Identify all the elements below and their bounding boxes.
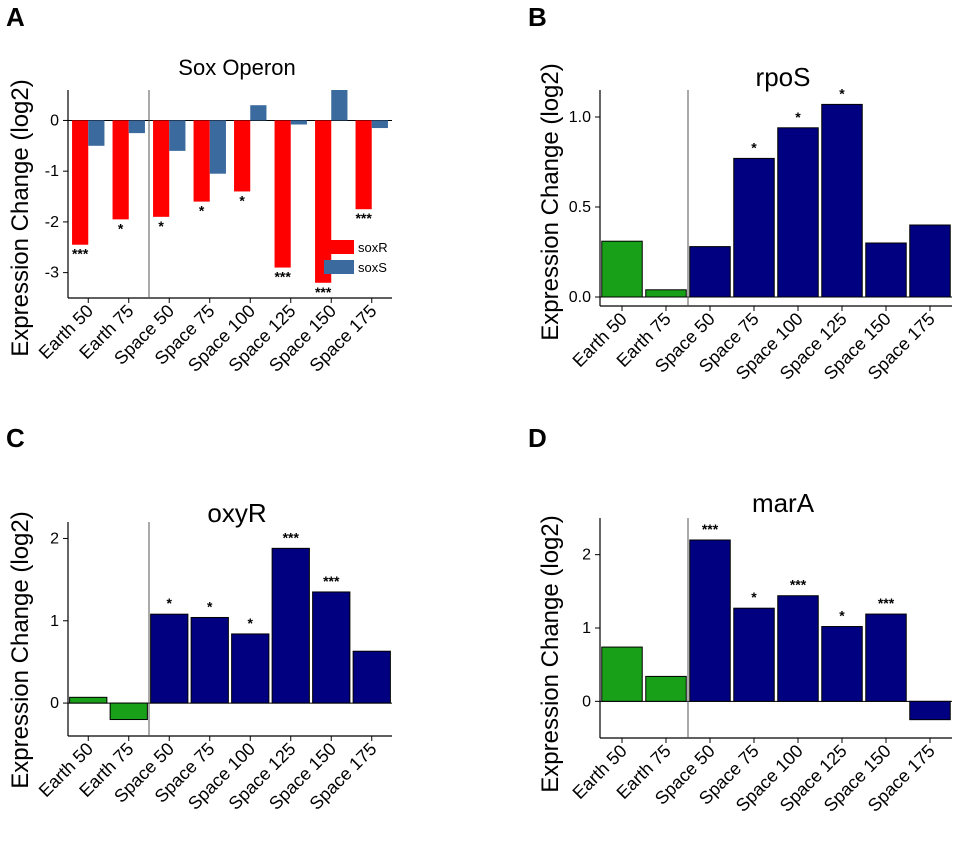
chart-d-significance-label: *** xyxy=(790,577,807,593)
chart-b-significance-label: * xyxy=(795,109,801,125)
chart-a-significance-label: *** xyxy=(355,210,372,226)
chart-d-y-tick-label: 2 xyxy=(582,547,591,564)
chart-d-y-tick-label: 1 xyxy=(582,620,591,637)
chart-d-y-tick-label: 0 xyxy=(582,693,591,710)
chart-a-significance-label: * xyxy=(118,220,124,236)
chart-a-legend-swatch xyxy=(324,260,354,274)
chart-b-significance-label: * xyxy=(839,85,845,101)
chart-a-legend-swatch xyxy=(324,240,354,254)
chart-b-bar xyxy=(821,103,863,298)
chart-b-bar xyxy=(645,289,687,298)
chart-a-y-tick-label: -2 xyxy=(45,214,59,231)
chart-c-significance-label: *** xyxy=(283,529,300,545)
chart-c-significance-label: * xyxy=(207,598,213,614)
chart-a-bar-soxS xyxy=(169,120,186,151)
panel-d: D marA Expression Change (log2) 012Earth… xyxy=(528,423,952,816)
chart-c-title: oxyR xyxy=(207,498,266,528)
chart-d-bar xyxy=(645,675,687,702)
chart-c-bar xyxy=(352,650,391,704)
chart-b-y-tick-label: 0.0 xyxy=(569,289,591,306)
chart-b-ylabel: Expression Change (log2) xyxy=(537,63,564,341)
chart-d-bar xyxy=(733,607,775,702)
chart-b-bar xyxy=(733,157,775,298)
chart-a-bar-soxS xyxy=(88,120,105,146)
chart-b-title: rpoS xyxy=(756,62,811,92)
chart-d-ylabel: Expression Change (log2) xyxy=(537,515,564,793)
chart-c-bar xyxy=(190,616,229,704)
chart-a-bar-soxR xyxy=(274,120,291,268)
chart-b-bar xyxy=(865,242,907,298)
chart-b-significance-label: * xyxy=(751,139,757,155)
panel-c: C oxyR Expression Change (log2) 012Earth… xyxy=(6,423,392,814)
chart-a-title: Sox Operon xyxy=(178,55,295,80)
chart-a-bar-soxS xyxy=(290,120,307,125)
panel-b: B rpoS Expression Change (log2) 0.0 0.5 1.… xyxy=(528,2,952,384)
chart-c-significance-label: *** xyxy=(323,573,340,589)
chart-d-title: marA xyxy=(752,488,815,518)
chart-c-significance-label: * xyxy=(167,595,173,611)
chart-a-significance-label: * xyxy=(239,192,245,208)
panel-a: A Sox Operon Expression Change (log2) -3… xyxy=(6,2,392,376)
chart-b-y-tick-label: 0.5 xyxy=(569,199,591,216)
chart-a-significance-label: * xyxy=(199,203,205,219)
chart-a-significance-label: *** xyxy=(72,246,89,262)
panel-letter-d: D xyxy=(528,423,547,453)
chart-a-bar-soxR xyxy=(355,120,372,210)
chart-a-bar-soxS xyxy=(331,90,348,121)
chart-a-significance-label: *** xyxy=(315,284,332,300)
chart-a-legend-label: soxR xyxy=(358,240,388,255)
chart-a-y-tick-label: -3 xyxy=(45,265,59,282)
chart-a-bar-soxR xyxy=(234,120,251,192)
chart-a-y-tick-label: -1 xyxy=(45,163,59,180)
chart-b-y-tick-label: 1.0 xyxy=(569,109,591,126)
chart-b-bar xyxy=(777,127,819,298)
chart-a-bar-soxR xyxy=(315,120,332,283)
chart-d-bar xyxy=(821,626,863,702)
chart-b-bar xyxy=(689,246,731,298)
chart-a-bar-soxR xyxy=(153,120,170,217)
chart-c-y-tick-label: 1 xyxy=(50,613,59,630)
panel-letter-a: A xyxy=(6,2,25,32)
chart-a-bar-soxS xyxy=(209,120,226,174)
chart-d-bar xyxy=(777,595,819,702)
chart-d-bar xyxy=(865,613,907,702)
chart-a-significance-label: *** xyxy=(274,269,291,285)
chart-b-bar xyxy=(601,240,643,298)
chart-a-bar-soxR xyxy=(72,120,89,245)
chart-b-bar xyxy=(909,224,951,298)
chart-c-ylabel: Expression Change (log2) xyxy=(7,511,34,789)
chart-d-bar xyxy=(909,700,951,721)
chart-a-y-tick-label: 0 xyxy=(50,112,59,129)
chart-d-significance-label: * xyxy=(839,608,845,624)
chart-c-bar xyxy=(231,633,270,704)
chart-a-bar-soxR xyxy=(193,120,210,202)
chart-a-bar-soxS xyxy=(371,120,388,129)
chart-d-bar xyxy=(689,539,731,702)
chart-a-legend-label: soxS xyxy=(358,260,387,275)
chart-a-ylabel: Expression Change (log2) xyxy=(7,79,34,357)
chart-c-bar xyxy=(150,613,189,704)
chart-d-significance-label: * xyxy=(751,589,757,605)
chart-d-significance-label: *** xyxy=(702,521,719,537)
chart-a-significance-label: * xyxy=(158,218,164,234)
chart-c-y-tick-label: 2 xyxy=(50,530,59,547)
chart-c-significance-label: * xyxy=(248,615,254,631)
chart-c-bar xyxy=(271,547,310,704)
chart-c-bar xyxy=(109,702,148,721)
chart-c-bar xyxy=(312,591,351,704)
chart-a-bar-soxR xyxy=(112,120,129,220)
chart-c-bar xyxy=(69,696,108,704)
chart-a-bar-soxS xyxy=(250,105,267,121)
chart-d-significance-label: *** xyxy=(878,595,895,611)
chart-c-y-tick-label: 0 xyxy=(50,695,59,712)
chart-d-bar xyxy=(601,646,643,702)
panel-letter-b: B xyxy=(528,2,547,32)
panel-letter-c: C xyxy=(6,423,25,453)
chart-a-bar-soxS xyxy=(128,120,145,134)
